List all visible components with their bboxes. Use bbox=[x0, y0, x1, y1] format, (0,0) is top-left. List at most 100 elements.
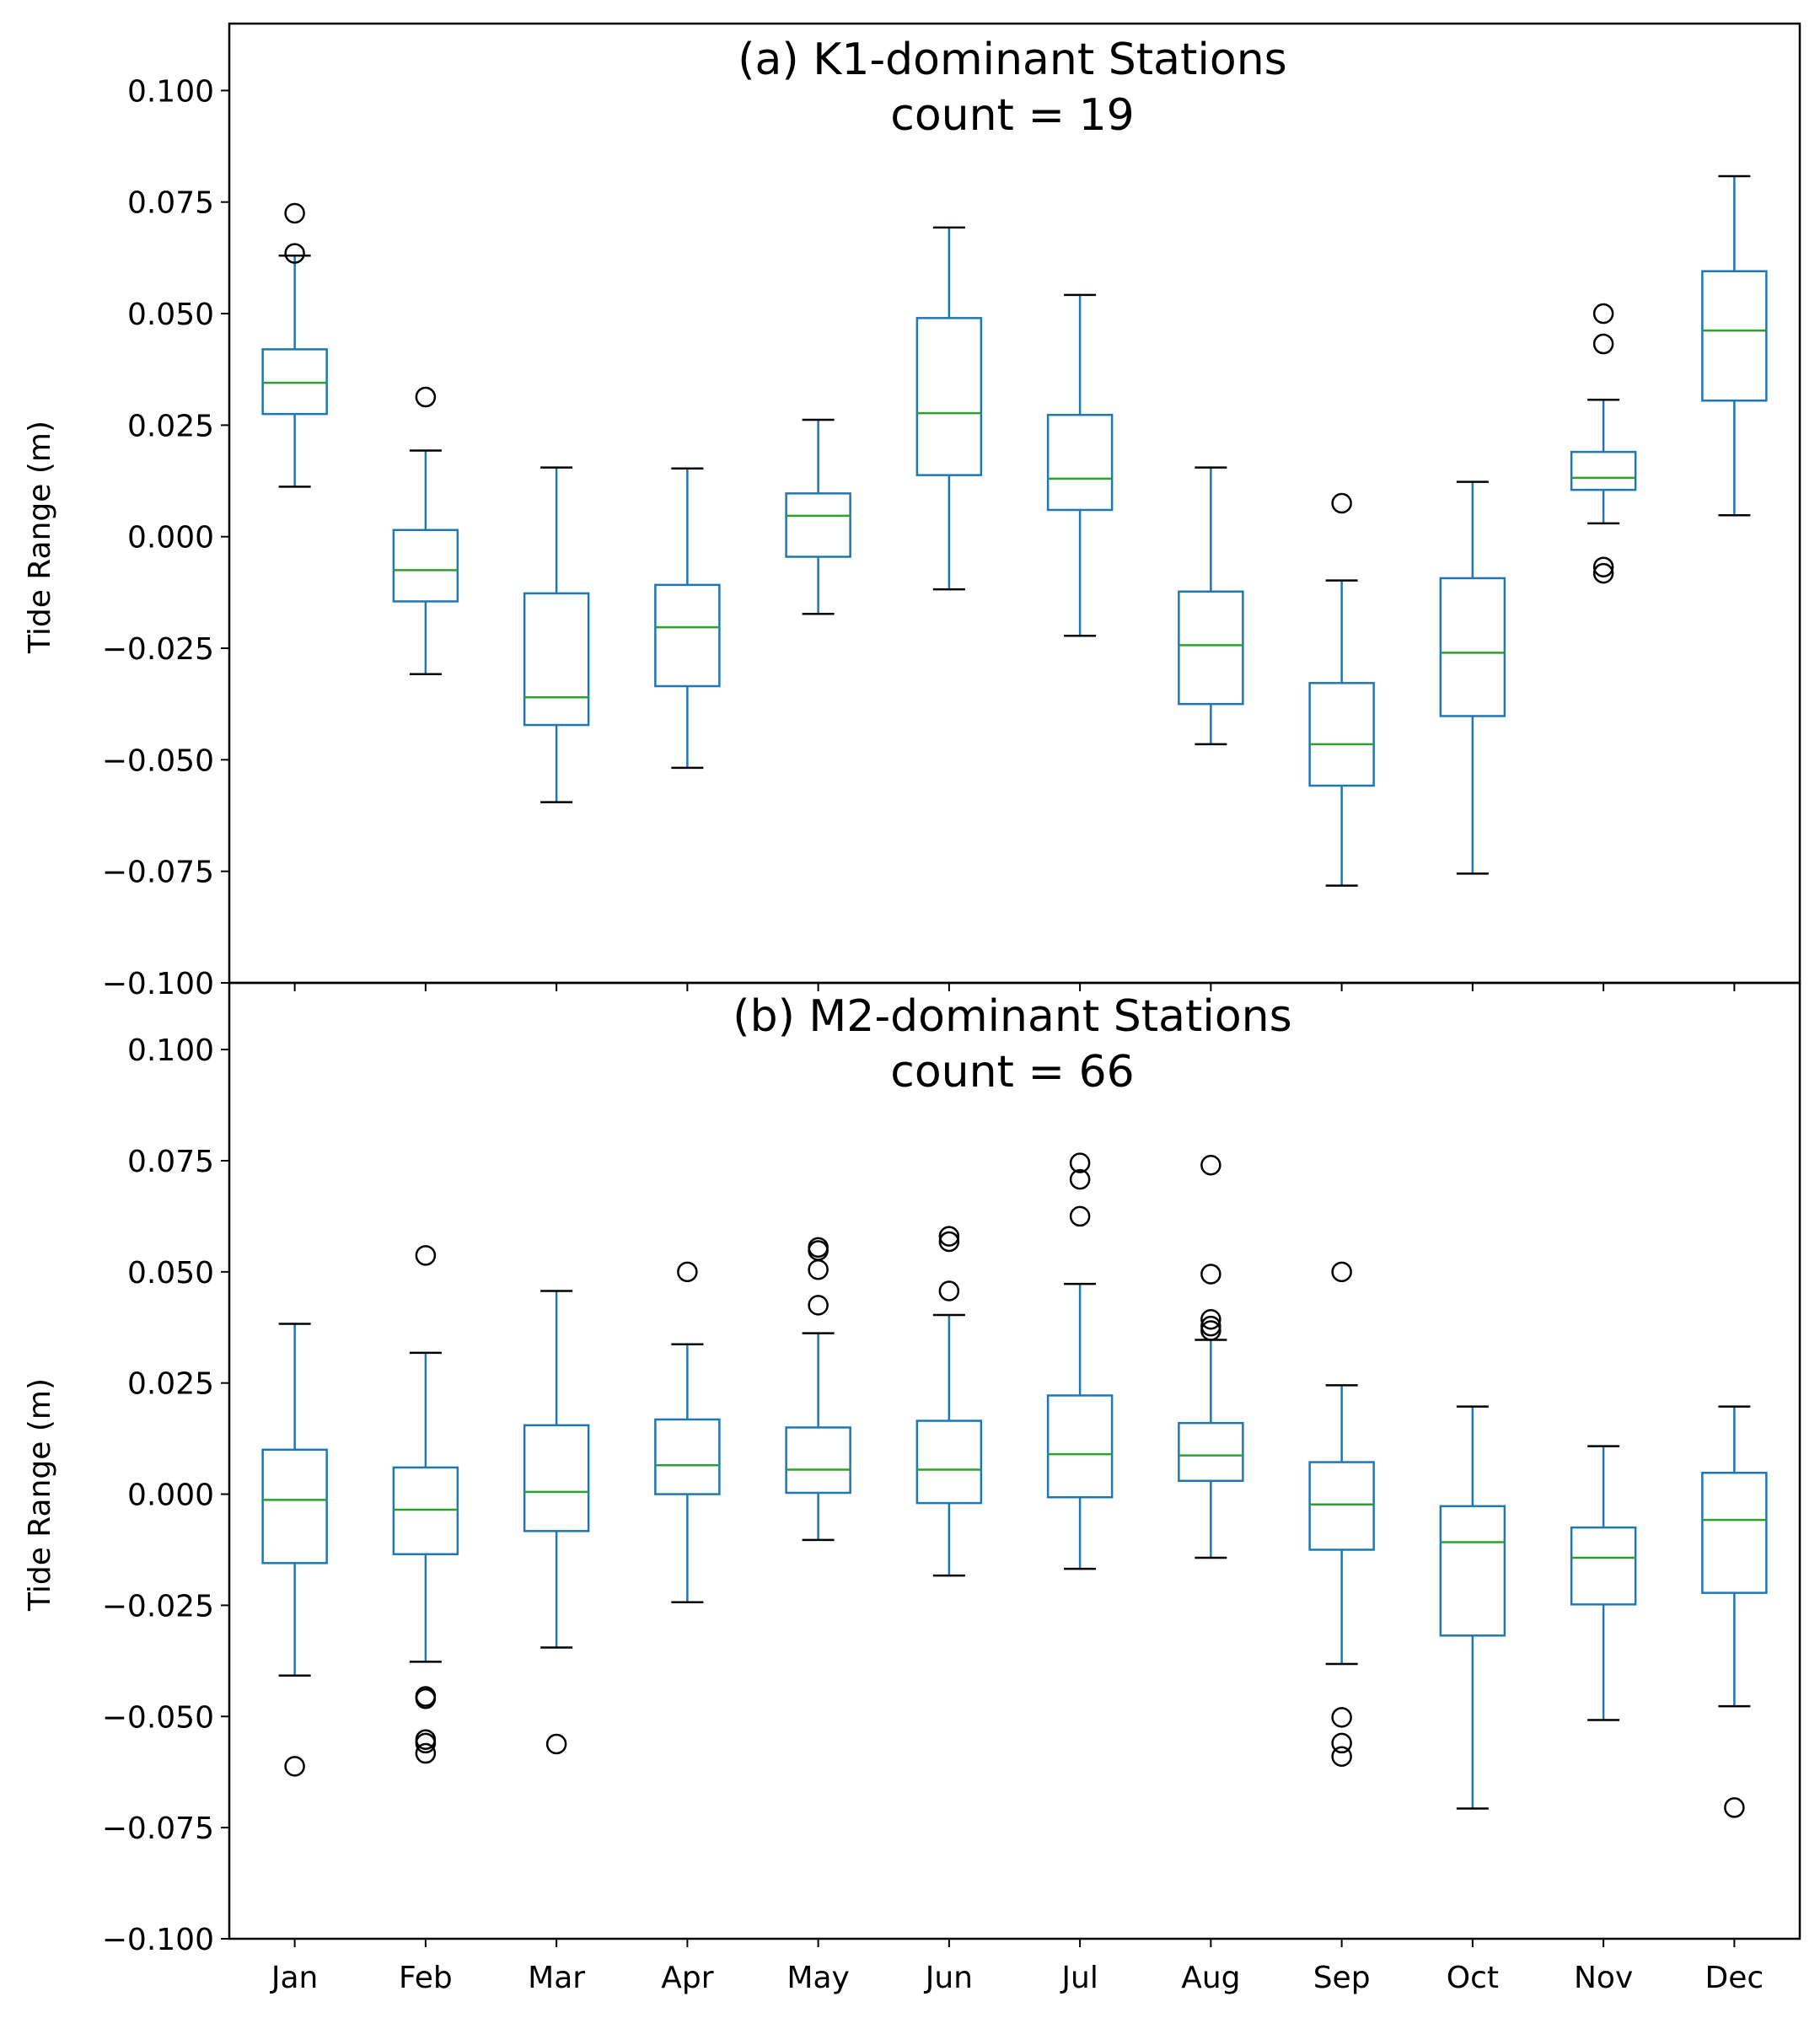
panel-b-nov-box-group bbox=[1570, 1445, 1637, 1721]
panel-b-apr-box bbox=[654, 1418, 721, 1495]
panel-a-sep-box-group bbox=[1308, 492, 1375, 887]
panel-b-jul-outlier bbox=[1069, 1168, 1091, 1190]
panel-b-y-tick-label: 0.050 bbox=[127, 1256, 214, 1291]
panel-b-x-tick-label: Apr bbox=[661, 1961, 713, 1995]
panel-a-nov-box bbox=[1570, 450, 1637, 491]
panel-b-x-tick-label: Jul bbox=[1060, 1961, 1098, 1995]
panel-b-title: (b) M2-dominant Stations bbox=[733, 991, 1291, 1042]
panel-a-feb-outlier bbox=[415, 386, 437, 408]
panel-a-oct-box-group bbox=[1439, 480, 1506, 875]
panel-a-nov-box-group bbox=[1570, 303, 1637, 584]
panel-a-aug-box bbox=[1178, 590, 1244, 706]
panel-a-oct-box bbox=[1439, 577, 1506, 717]
panel-a-nov-outlier bbox=[1592, 333, 1614, 355]
panel-b-apr-box-group bbox=[654, 1261, 721, 1603]
panel-b-feb-box bbox=[392, 1466, 459, 1556]
panel-a-mar-box bbox=[523, 592, 590, 727]
panel-b-aug-box bbox=[1178, 1421, 1244, 1482]
panel-b-y-tick-label: −0.025 bbox=[102, 1589, 214, 1624]
panel-b-jun-box-group bbox=[915, 1226, 983, 1577]
panel-a-y-axis-label: Tide Range (m) bbox=[23, 421, 57, 654]
panel-a-sep-box bbox=[1308, 682, 1375, 787]
panel-a-jul-box bbox=[1046, 413, 1114, 512]
panel-b-dec-outlier bbox=[1724, 1797, 1745, 1818]
panel-b-plot-frame bbox=[228, 981, 1801, 1940]
panel-a-jan-box-group bbox=[261, 202, 328, 488]
panel-a-feb-box bbox=[392, 529, 459, 603]
panel-b-y-axis-label: Tide Range (m) bbox=[23, 1378, 57, 1612]
panel-b-jul-box bbox=[1046, 1394, 1114, 1499]
panel-b-aug-outlier bbox=[1200, 1155, 1221, 1176]
panel-a-nov-outlier bbox=[1592, 303, 1614, 325]
panel-a-y-tick-label: −0.025 bbox=[102, 632, 214, 667]
panel-b-dec-box-group bbox=[1701, 1405, 1768, 1818]
panel-b-aug-box-group bbox=[1178, 1155, 1244, 1559]
panel-b-sep-box bbox=[1308, 1461, 1375, 1551]
panel-a-y-tick-label: −0.075 bbox=[102, 856, 214, 890]
panel-b-aug-outlier bbox=[1200, 1264, 1221, 1285]
panel-b-feb-outlier bbox=[415, 1245, 437, 1266]
panel-b-may-box-group bbox=[785, 1237, 851, 1542]
panel-b-mar-box-group bbox=[523, 1290, 590, 1755]
panel-b-mar-box bbox=[523, 1424, 590, 1532]
panel-a-y-tick-label: −0.100 bbox=[102, 967, 214, 1001]
panel-b-sep-box-group bbox=[1308, 1261, 1375, 1767]
panel-b-jan-outlier bbox=[284, 1756, 305, 1777]
panel-a-y-tick-label: 0.000 bbox=[127, 521, 214, 555]
panel-a-nov-outlier bbox=[1592, 556, 1614, 577]
panel-b-jul-outlier bbox=[1069, 1205, 1091, 1227]
panel-b-jul-outlier bbox=[1069, 1152, 1091, 1173]
panel-a-apr-box-group bbox=[654, 467, 721, 770]
panel-b-feb-outlier bbox=[415, 1742, 437, 1764]
panel-a-jul-box-group bbox=[1046, 293, 1114, 637]
panel-b-x-tick-label: Nov bbox=[1574, 1961, 1633, 1995]
panel-b-y-tick-label: 0.000 bbox=[127, 1479, 214, 1513]
panel-a-y-ticks: −0.100 −0.075 −0.050 −0.025 0.000 0.025 0.050 0… bbox=[102, 74, 229, 1001]
panel-b-y-tick-label: −0.100 bbox=[102, 1923, 214, 1957]
panel-b-m2-dominant: (b) M2-dominant Stations count = 66 Tide… bbox=[23, 981, 1801, 1995]
panel-b-feb-box-group bbox=[392, 1245, 459, 1764]
panel-a-y-tick-label: −0.050 bbox=[102, 743, 214, 778]
panel-b-sep-outlier bbox=[1331, 1261, 1352, 1283]
panel-b-jun-outlier bbox=[938, 1231, 960, 1253]
panel-b-y-tick-label: −0.075 bbox=[102, 1811, 214, 1846]
panel-a-jan-box bbox=[261, 348, 328, 416]
panel-b-oct-box bbox=[1439, 1505, 1506, 1637]
panel-a-jan-outlier bbox=[284, 243, 305, 264]
panel-a-may-box-group bbox=[785, 418, 851, 615]
panel-b-jan-box-group bbox=[261, 1323, 328, 1777]
panel-b-may-outlier bbox=[808, 1295, 829, 1316]
panel-b-subtitle: count = 66 bbox=[890, 1047, 1135, 1098]
panel-b-sep-outlier bbox=[1331, 1732, 1352, 1754]
panel-b-x-tick-label: Feb bbox=[399, 1961, 453, 1995]
panel-b-mar-outlier bbox=[545, 1733, 567, 1755]
panel-a-boxes bbox=[261, 174, 1768, 887]
panel-b-x-ticks: Jan Feb Mar Apr May Jun Jul Aug Sep Oct Nov Dec bbox=[270, 1939, 1764, 1995]
panel-b-jun-outlier bbox=[938, 1280, 960, 1302]
panel-a-x-ticks bbox=[293, 983, 1736, 991]
panel-a-dec-box bbox=[1701, 270, 1768, 402]
panel-b-y-tick-label: 0.075 bbox=[127, 1145, 214, 1179]
panel-b-y-tick-label: 0.025 bbox=[127, 1367, 214, 1402]
panel-a-jun-box bbox=[915, 317, 983, 476]
panel-b-jan-box bbox=[261, 1448, 328, 1564]
panel-b-x-tick-label: Mar bbox=[528, 1961, 585, 1995]
panel-a-feb-box-group bbox=[392, 386, 459, 675]
panel-a-may-box bbox=[785, 492, 851, 558]
panel-b-y-tick-label: −0.050 bbox=[102, 1700, 214, 1735]
panel-b-x-tick-label: Dec bbox=[1705, 1961, 1764, 1995]
panel-b-aug-outlier bbox=[1200, 1320, 1221, 1341]
panel-b-x-tick-label: Sep bbox=[1313, 1961, 1371, 1995]
panel-b-jul-box-group bbox=[1046, 1152, 1114, 1570]
panel-a-jun-box-group bbox=[915, 226, 983, 591]
panel-b-x-tick-label: Oct bbox=[1447, 1961, 1499, 1995]
panel-a-aug-box-group bbox=[1178, 466, 1244, 746]
panel-a-y-tick-label: 0.075 bbox=[127, 186, 214, 221]
panel-b-may-box bbox=[785, 1426, 851, 1495]
panel-a-mar-box-group bbox=[523, 466, 590, 803]
panel-b-jun-box bbox=[915, 1420, 983, 1505]
panel-b-x-tick-label: Jun bbox=[924, 1961, 973, 1995]
panel-a-apr-box bbox=[654, 583, 721, 688]
panel-b-aug-outlier bbox=[1200, 1309, 1221, 1330]
panel-b-jun-outlier bbox=[938, 1226, 960, 1247]
